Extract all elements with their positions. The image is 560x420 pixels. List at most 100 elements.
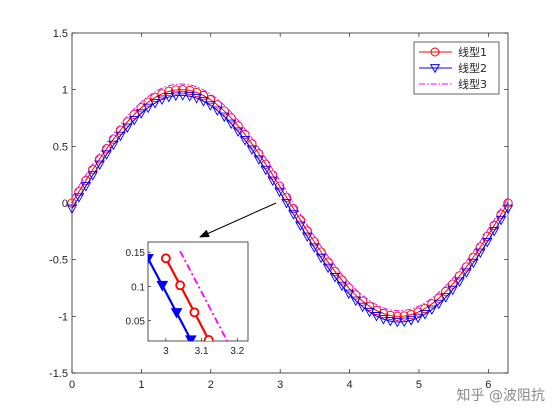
data-point	[135, 109, 147, 119]
inset-series-1	[160, 253, 214, 341]
data-point	[440, 293, 451, 303]
data-point	[495, 215, 507, 226]
data-point	[281, 192, 292, 203]
data-point	[80, 182, 92, 192]
data-point	[302, 232, 313, 243]
x-tick-label: 1	[138, 379, 144, 391]
series-line-3	[71, 83, 509, 312]
inset-series-line-2	[148, 257, 192, 341]
data-point	[351, 290, 361, 300]
data-point	[163, 93, 175, 103]
data-point	[419, 310, 431, 320]
data-point	[398, 317, 410, 328]
data-point	[142, 103, 154, 114]
data-point	[81, 175, 91, 186]
data-point	[267, 176, 278, 187]
inset-data-point	[170, 308, 183, 319]
data-point	[198, 90, 209, 101]
data-point	[426, 305, 438, 315]
data-point	[122, 123, 133, 133]
data-point	[481, 238, 493, 248]
legend-label: 线型2	[458, 61, 487, 75]
data-point	[191, 94, 202, 104]
inset-series-group	[148, 250, 229, 341]
zoom-arrow	[199, 202, 277, 238]
data-point	[336, 281, 348, 292]
data-point	[129, 109, 139, 120]
inset-series-line-3	[179, 250, 229, 341]
data-point	[468, 258, 479, 269]
inset-y-tick-label: 0.1	[131, 282, 145, 293]
data-point	[281, 198, 292, 209]
inset-y-tick-label: 0.05	[126, 317, 146, 328]
y-tick-label: -1	[58, 311, 68, 323]
legend-entry-3: 线型3	[419, 77, 487, 91]
legend-marker	[430, 47, 440, 57]
series-3	[71, 83, 509, 312]
data-point	[129, 116, 140, 126]
legend-label: 线型1	[458, 45, 487, 59]
data-point	[218, 112, 230, 123]
data-point	[399, 311, 409, 321]
inset-x-tick-label: 3.1	[195, 346, 209, 357]
data-point	[295, 215, 306, 225]
inset-data-point	[160, 253, 171, 264]
inset-data-point	[175, 280, 186, 291]
series-line-2	[71, 94, 509, 323]
data-point	[232, 127, 244, 138]
x-tick-label: 2	[208, 379, 214, 391]
data-point	[205, 101, 216, 111]
inset-y-tick-label: 0.15	[126, 248, 146, 259]
data-point	[447, 285, 458, 296]
data-point	[73, 193, 85, 203]
inset-data-point	[148, 253, 154, 265]
y-tick-label: 1	[62, 85, 68, 97]
data-point	[433, 299, 445, 310]
data-point	[350, 296, 362, 307]
inset-x-tick-label: 3	[163, 346, 169, 357]
data-point	[185, 85, 195, 96]
data-point	[357, 302, 368, 313]
data-point	[392, 317, 403, 328]
inset-series-2	[148, 253, 197, 341]
data-point	[343, 289, 355, 300]
data-point	[502, 204, 514, 215]
x-tick-label: 0	[69, 379, 75, 391]
legend-marker	[429, 64, 441, 74]
data-point	[74, 187, 84, 197]
data-point	[260, 165, 272, 176]
inset-x-tick-label: 3.2	[230, 346, 244, 357]
y-tick-label: -0.5	[49, 255, 68, 267]
data-point	[87, 171, 99, 181]
data-point	[475, 248, 486, 259]
data-point	[496, 209, 506, 219]
inset-data-point	[189, 307, 200, 318]
legend-entry-1: 线型1	[419, 45, 487, 59]
data-point	[122, 117, 133, 127]
data-point	[392, 311, 402, 321]
series-2	[66, 91, 514, 328]
data-point	[295, 221, 306, 231]
data-point	[489, 220, 499, 231]
inset-series-3	[179, 250, 229, 341]
data-point	[156, 95, 168, 105]
data-point	[308, 243, 320, 253]
data-point	[315, 253, 327, 264]
data-point	[253, 155, 265, 165]
watermark: 知乎 @波阻抗	[457, 387, 545, 404]
data-point	[412, 313, 424, 324]
legend-label: 线型3	[458, 77, 487, 91]
data-point	[454, 277, 465, 287]
inset-data-point	[156, 280, 169, 292]
legend: 线型1 线型2 线型3	[413, 41, 500, 95]
data-point	[205, 95, 216, 105]
y-tick-label: 0	[62, 198, 68, 210]
data-point	[94, 160, 105, 171]
inset-data-point	[185, 335, 197, 341]
data-point	[329, 273, 341, 283]
data-point	[171, 85, 181, 95]
data-point	[503, 198, 513, 208]
data-point	[434, 293, 444, 303]
data-point	[385, 317, 396, 327]
